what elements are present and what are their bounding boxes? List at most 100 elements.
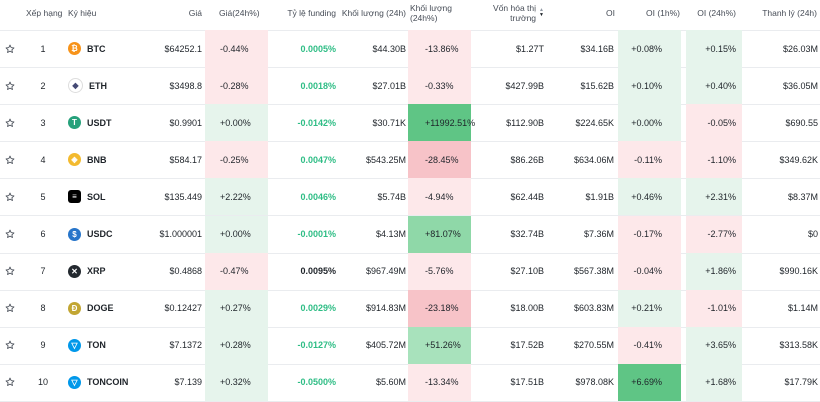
price-text: $64252.1: [164, 43, 202, 54]
oi-1h-cell-bg: [618, 67, 681, 105]
volume-text-cell: $4.13M: [336, 216, 406, 253]
table-row[interactable]: 3 T USDT $0.9901 +0.00% -0.0142% $30.71K +11992…: [0, 104, 820, 143]
header-volume-change[interactable]: Khối lượng (24h%): [410, 3, 452, 23]
symbol-text: BTC: [87, 43, 106, 54]
rank-text: 1: [40, 43, 46, 54]
change-text-cell: +0.28%: [220, 327, 276, 364]
table-row[interactable]: 8 Ð DOGE $0.12427 +0.27% 0.0029% $914.83M -23.1…: [0, 289, 820, 328]
header-change-24h[interactable]: Giá(24h%): [219, 8, 260, 18]
symbol-cell[interactable]: ▽ TON: [68, 327, 158, 364]
oi-1h-cell-bg: [618, 252, 681, 290]
symbol-cell[interactable]: ▽ TONCOIN: [68, 364, 158, 401]
header-price[interactable]: Giá: [188, 8, 202, 18]
table-row[interactable]: 1 ₿ BTC $64252.1 -0.44% 0.0005% $44.30B -13.86%…: [0, 30, 820, 68]
change-text: -0.28%: [220, 80, 249, 91]
oi-24h-cell-bg: [686, 215, 742, 253]
star-icon[interactable]: [5, 178, 15, 215]
star-icon[interactable]: [5, 104, 15, 141]
liquidation-text-cell: $36.05M: [742, 67, 818, 104]
change-cell-bg: [205, 67, 268, 105]
symbol-cell[interactable]: Ð DOGE: [68, 290, 158, 327]
header-rank[interactable]: Xếp hạng: [26, 8, 63, 18]
oi-24h-cell-bg: [686, 67, 742, 105]
star-icon[interactable]: [5, 327, 15, 364]
change-text-cell: +0.27%: [220, 290, 276, 327]
table-row[interactable]: 10 ▽ TONCOIN $7.139 +0.32% -0.0500% $5.60M -13.…: [0, 363, 820, 402]
header-liquidation[interactable]: Thanh lý (24h): [762, 8, 817, 18]
star-icon[interactable]: [5, 253, 15, 290]
header-volume-24h[interactable]: Khối lượng (24h): [341, 8, 406, 18]
star-icon[interactable]: [5, 141, 15, 178]
header-funding-rate[interactable]: Tỷ lệ funding: [287, 8, 336, 18]
header-oi-24h[interactable]: OI (24h%): [697, 8, 736, 18]
star-icon[interactable]: [5, 30, 15, 67]
header-oi[interactable]: OI: [606, 8, 615, 18]
change-text-cell: +0.00%: [220, 216, 276, 253]
oi-text: $1.91B: [585, 191, 614, 202]
star-icon[interactable]: [5, 67, 15, 104]
header-symbol[interactable]: Ký hiệu: [68, 8, 97, 18]
symbol-cell[interactable]: ◈ BNB: [68, 141, 158, 178]
market-cap-text-cell: $27.10B: [470, 253, 544, 290]
table-row[interactable]: 2 ◆ ETH $3498.8 -0.28% 0.0018% $27.01B -0.33% $4…: [0, 67, 820, 106]
symbol-cell[interactable]: T USDT: [68, 104, 158, 141]
symbol-text: TON: [87, 340, 106, 351]
table-row[interactable]: 6 $ USDC $1.000001 +0.00% -0.0001% $4.13M +81.0…: [0, 215, 820, 254]
market-cap-text: $62.44B: [510, 191, 544, 202]
change-text: +0.32%: [220, 377, 251, 388]
liquidation-text-cell: $0: [742, 216, 818, 253]
funding-text: 0.0047%: [300, 154, 336, 165]
price-text: $1.000001: [159, 229, 202, 239]
funding-text-cell: 0.0047%: [270, 141, 336, 178]
liquidation-text-cell: $1.14M: [742, 290, 818, 327]
market-cap-text-cell: $62.44B: [470, 178, 544, 215]
oi-24h-text: -1.10%: [707, 154, 736, 165]
volume-change-cell-bg: [408, 289, 471, 327]
volume-change-text: -0.33%: [425, 80, 454, 91]
oi-24h-text-cell: -0.05%: [686, 104, 736, 141]
funding-text: 0.0029%: [300, 303, 336, 314]
price-text-cell: $7.139: [140, 364, 202, 401]
symbol-text: USDC: [87, 229, 113, 239]
price-text: $7.139: [174, 377, 202, 388]
oi-text: $15.62B: [580, 80, 614, 91]
oi-text: $978.08K: [575, 377, 614, 388]
star-icon[interactable]: [5, 216, 15, 253]
table-row[interactable]: 9 ▽ TON $7.1372 +0.28% -0.0127% $405.72M +51.26…: [0, 326, 820, 365]
symbol-cell[interactable]: ≡ SOL: [68, 178, 158, 215]
volume-text: $405.72M: [365, 340, 406, 351]
table-row[interactable]: 4 ◈ BNB $584.17 -0.25% 0.0047% $543.25M -28.45%…: [0, 141, 820, 180]
header-market-cap[interactable]: Vốn hóa thị trường ▲ ▼: [480, 0, 544, 26]
oi-24h-text-cell: +0.40%: [686, 67, 736, 104]
header-oi-1h[interactable]: OI (1h%): [645, 8, 680, 18]
sort-icon[interactable]: ▲ ▼: [539, 7, 544, 18]
table-row[interactable]: 5 ≡ SOL $135.449 +2.22% 0.0046% $5.74B -4.94% $6…: [0, 178, 820, 217]
volume-text: $967.49M: [365, 266, 406, 277]
oi-24h-text: -0.05%: [707, 117, 736, 128]
table-row[interactable]: 7 ✕ XRP $0.4868 -0.47% 0.0095% $967.49M -5.76% $…: [0, 252, 820, 291]
volume-text: $914.83M: [365, 303, 406, 314]
ton-icon: ▽: [68, 338, 81, 352]
oi-24h-cell-bg: [686, 363, 742, 401]
volume-change-text: +81.07%: [425, 229, 461, 239]
funding-text: 0.0095%: [300, 266, 336, 277]
symbol-cell[interactable]: ✕ XRP: [68, 253, 158, 290]
liquidation-text: $313.58K: [779, 340, 818, 351]
funding-text-cell: 0.0095%: [270, 253, 336, 290]
oi-24h-text: +1.86%: [705, 266, 736, 277]
star-icon[interactable]: [5, 364, 15, 401]
oi-24h-text: +0.15%: [705, 43, 736, 54]
symbol-cell[interactable]: ₿ BTC: [68, 30, 158, 67]
market-cap-text: $1.27T: [515, 43, 544, 54]
rank-text-cell: 4: [30, 141, 56, 178]
symbol-cell[interactable]: ◆ ETH: [68, 67, 158, 104]
volume-text-cell: $5.74B: [336, 178, 406, 215]
symbol-cell[interactable]: $ USDC: [68, 216, 158, 253]
funding-text-cell: -0.0500%: [270, 364, 336, 401]
market-cap-text-cell: $17.52B: [470, 327, 544, 364]
star-icon[interactable]: [5, 290, 15, 327]
change-cell-bg: [205, 252, 268, 290]
volume-text: $543.25M: [365, 154, 406, 165]
volume-change-text-cell: -0.33%: [425, 67, 483, 104]
